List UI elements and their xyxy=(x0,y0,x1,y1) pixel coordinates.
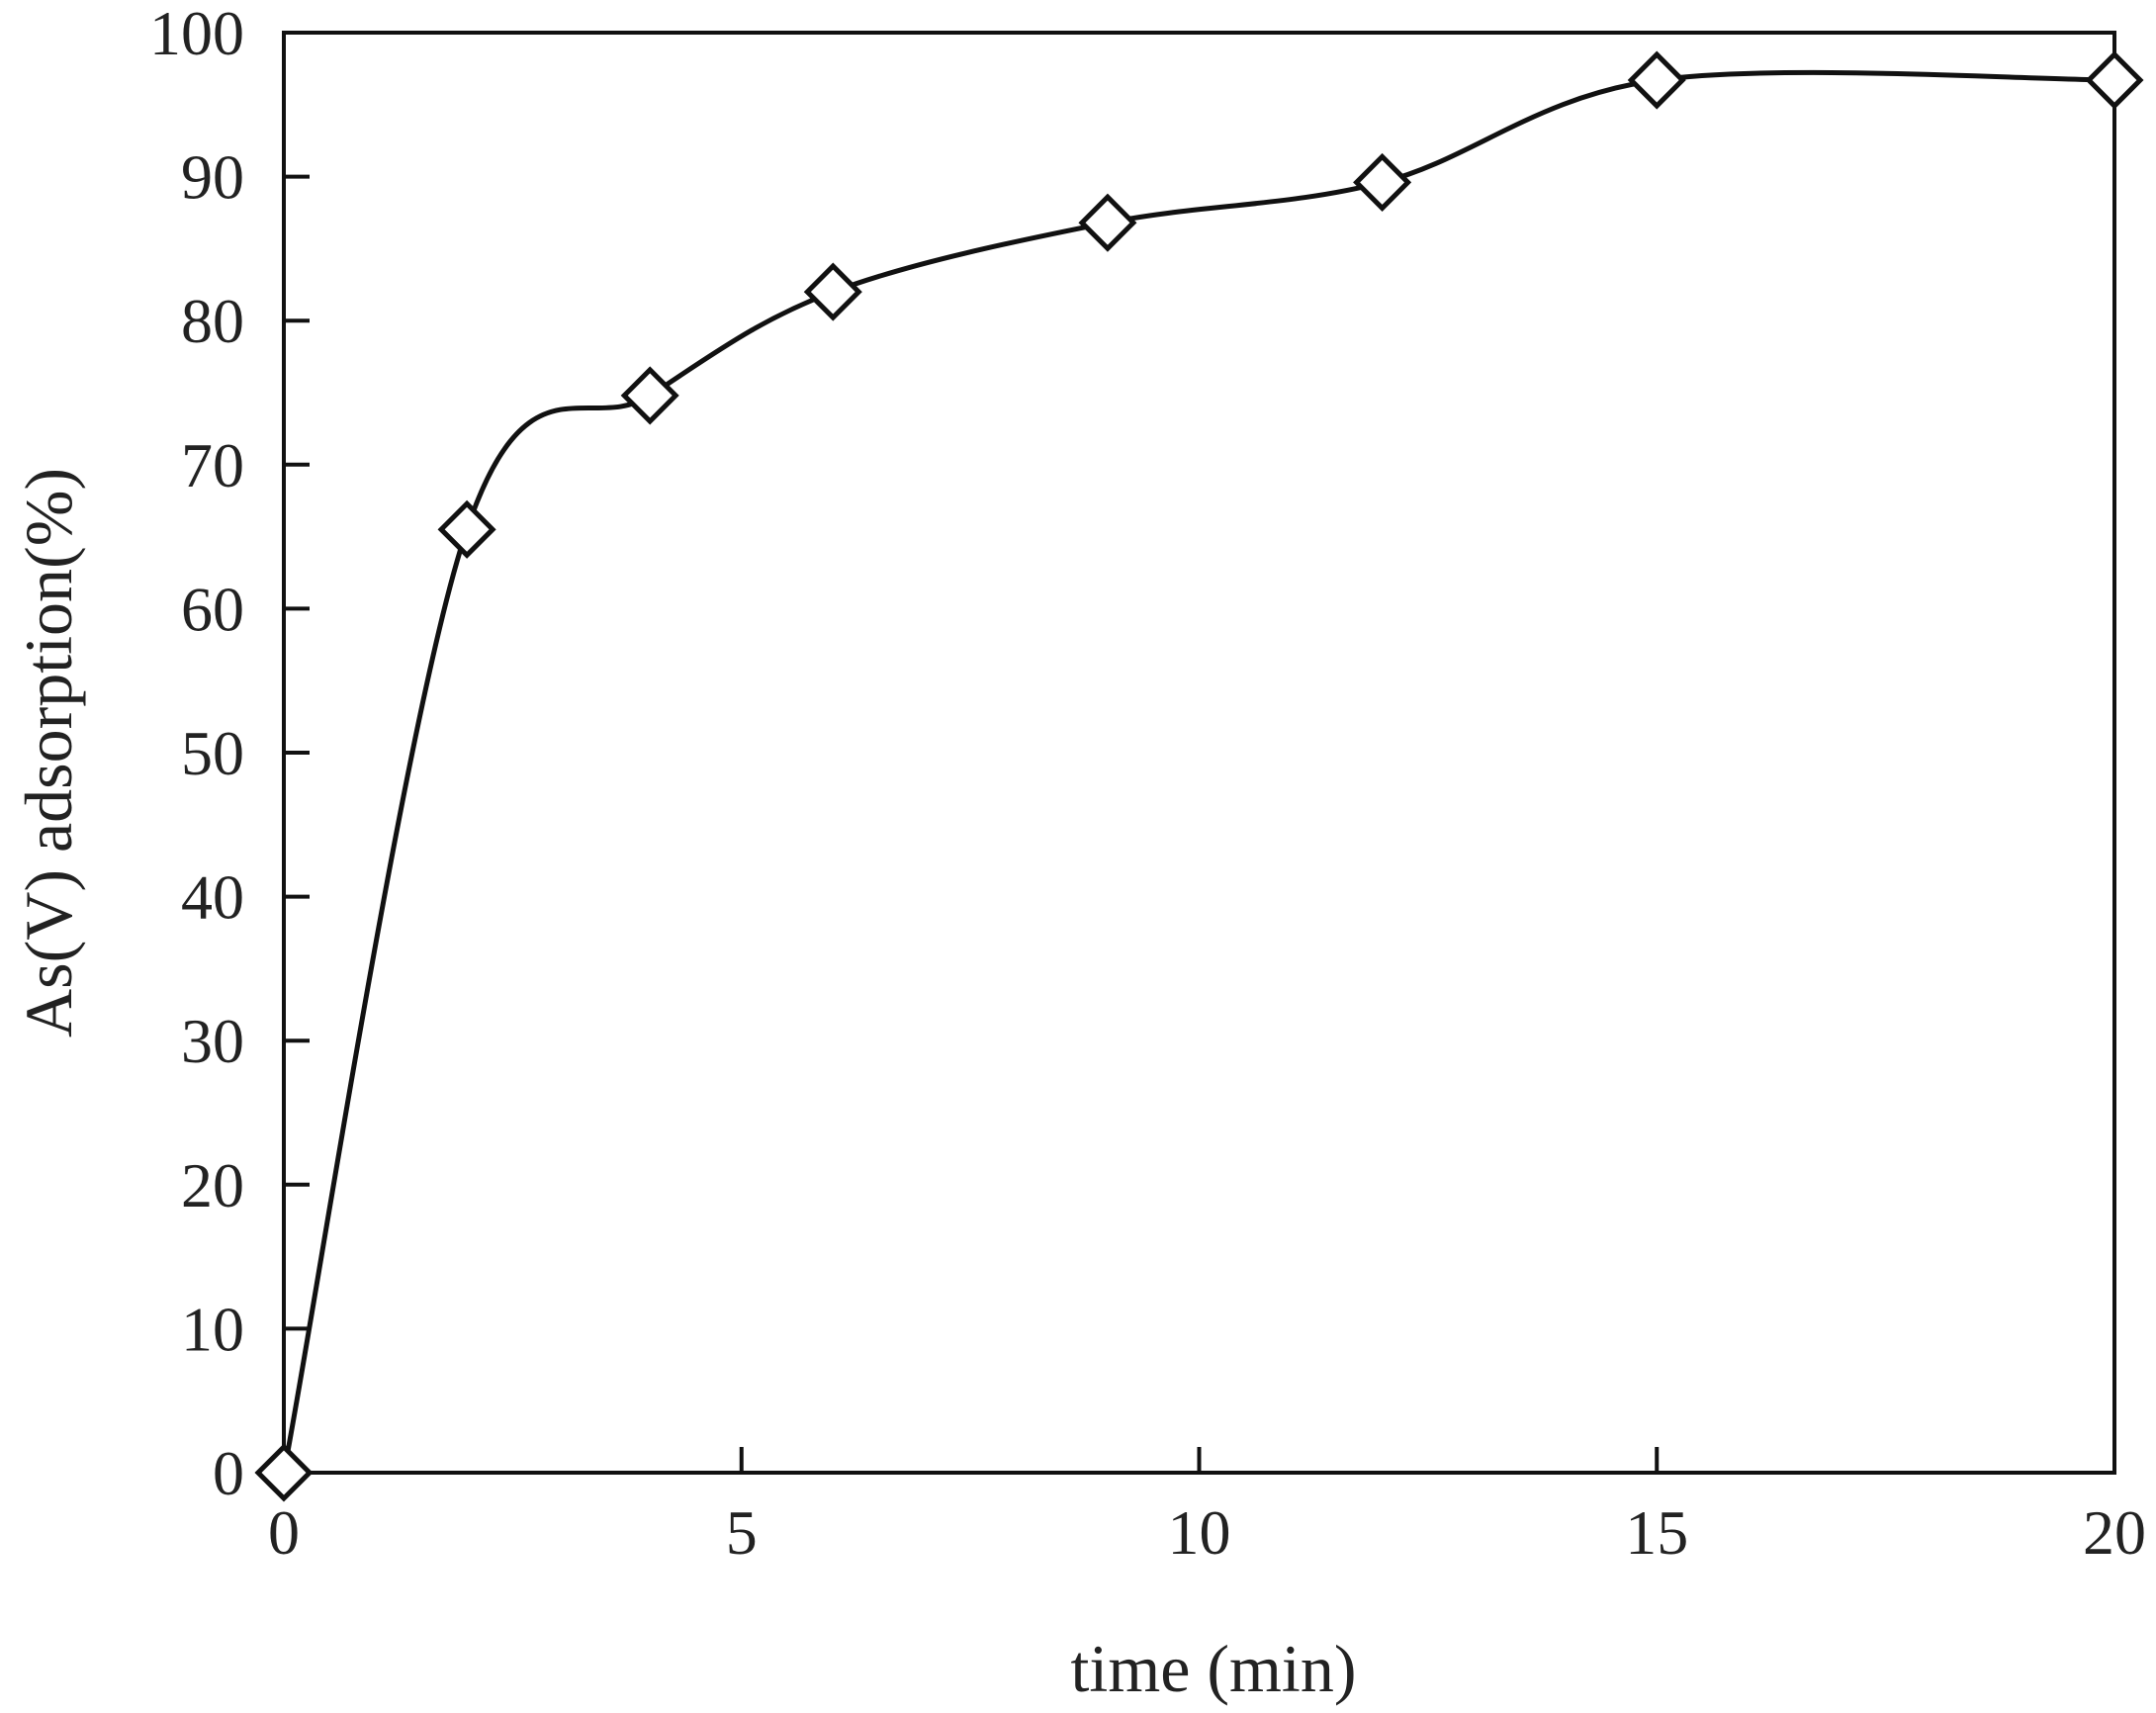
x-tick-label: 10 xyxy=(1168,1497,1231,1568)
plot-area xyxy=(282,31,2116,1475)
y-tick-label: 30 xyxy=(181,1006,244,1076)
y-tick-label: 0 xyxy=(213,1438,244,1508)
y-tick-label: 50 xyxy=(181,718,244,788)
y-tick-label: 60 xyxy=(181,574,244,644)
data-point-marker xyxy=(1627,50,1686,110)
data-point-marker xyxy=(2085,50,2144,110)
x-tick-label: 0 xyxy=(268,1497,300,1568)
data-point-marker xyxy=(437,499,496,559)
y-tick-label: 40 xyxy=(181,862,244,933)
x-tick-label: 20 xyxy=(2083,1497,2146,1568)
y-tick-label: 10 xyxy=(181,1294,244,1364)
y-tick-label: 90 xyxy=(181,142,244,213)
x-axis: 0 5 10 15 20 xyxy=(268,1447,2146,1568)
x-tick-label: 15 xyxy=(1625,1497,1688,1568)
y-axis: 0 10 20 30 40 50 60 70 80 90 100 xyxy=(149,0,310,1508)
x-axis-title: time (min) xyxy=(1071,1631,1357,1706)
data-point-marker xyxy=(803,262,862,321)
plot-frame xyxy=(282,31,2116,1475)
data-point-marker xyxy=(620,366,679,425)
data-point-marker xyxy=(254,1443,314,1502)
series-markers xyxy=(254,50,2144,1502)
y-tick-label: 70 xyxy=(181,430,244,500)
data-point-marker xyxy=(1353,152,1412,212)
y-axis-title: As(V) adsorption(%) xyxy=(11,468,86,1037)
x-tick-label: 5 xyxy=(726,1497,758,1568)
data-point-marker xyxy=(1078,193,1137,252)
series-line xyxy=(281,69,2115,1474)
y-tick-label: 100 xyxy=(149,0,244,68)
y-tick-label: 80 xyxy=(181,286,244,356)
y-tick-label: 20 xyxy=(181,1150,244,1220)
